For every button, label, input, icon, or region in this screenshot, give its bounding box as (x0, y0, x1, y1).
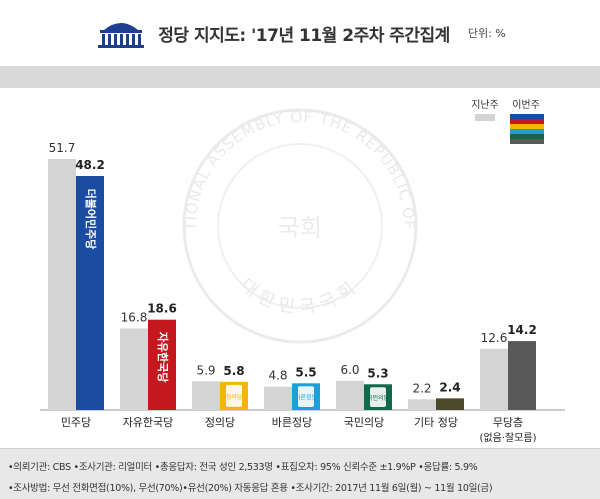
legend-current-label: 이번주 (512, 99, 540, 111)
legend-swatch-none (510, 139, 544, 144)
data-label-previous-3: 4.8 (268, 369, 287, 383)
party-logo-3: 바른정당 (295, 394, 318, 402)
data-label-current-0: 48.2 (75, 158, 105, 172)
bar-current-1 (148, 319, 176, 410)
bar-current-0 (76, 176, 104, 410)
national-assembly-logo-icon (98, 23, 145, 48)
party-logo-2: 정의당 (226, 393, 243, 401)
bar-previous-2 (192, 381, 220, 410)
legend-swatch-bareun (510, 129, 544, 134)
legend: 지난주 이번주 (471, 99, 544, 144)
legend-swatch-liberty (510, 119, 544, 124)
watermark-inner-text: 대한민국국회 (236, 274, 364, 318)
footer: •의뢰기관: CBS •조사기관: 리얼미터 •총응답자: 전국 성인 2,53… (0, 448, 600, 499)
category-label-3: 바른정당 (272, 416, 312, 429)
party-logo-box-3 (298, 386, 314, 407)
footer-survey-info: •의뢰기관: CBS •조사기관: 리얼미터 •총응답자: 전국 성인 2,53… (8, 462, 478, 473)
category-label-4: 국민의당 (344, 416, 384, 429)
data-label-previous-1: 16.8 (121, 310, 148, 324)
party-logo-1: 자유한국당 (156, 332, 170, 383)
legend-previous-swatch (475, 114, 495, 121)
legend-previous-label: 지난주 (471, 99, 499, 111)
watermark-center-text: 국회 (278, 214, 322, 242)
legend-current-swatch (510, 114, 544, 144)
data-label-current-1: 18.6 (147, 302, 177, 316)
bar-current-6 (508, 341, 536, 410)
party-logo-0: 더불어민주당 (84, 189, 98, 250)
header-inner: 정당 지지도: '17년 11월 2주차 주간집계 단위: % (94, 16, 506, 50)
category-sublabel-6: (없음·잘모름) (480, 431, 537, 444)
data-label-previous-2: 5.9 (196, 363, 215, 377)
party-logo-box-4 (370, 387, 386, 407)
data-label-previous-5: 2.2 (412, 381, 431, 395)
category-label-1: 자유한국당 (123, 416, 174, 429)
data-label-previous-6: 12.6 (481, 331, 508, 345)
bar-previous-4 (336, 380, 364, 410)
party-support-chart: THE NATIONAL ASSEMBLY OF THE REPUBLIC OF… (0, 88, 565, 444)
watermark-inner-ring (217, 143, 383, 309)
data-label-current-3: 5.5 (295, 365, 316, 379)
category-label-5: 기타 정당 (414, 416, 458, 429)
header-band (0, 66, 600, 88)
bar-previous-5 (408, 399, 436, 410)
bar-current-5 (436, 398, 464, 410)
bar-previous-1 (120, 328, 148, 410)
header: 정당 지지도: '17년 11월 2주차 주간집계 단위: % (0, 0, 600, 66)
chart-area: THE NATIONAL ASSEMBLY OF THE REPUBLIC OF… (0, 88, 600, 448)
bar-previous-0 (48, 159, 76, 410)
data-label-current-6: 14.2 (507, 323, 537, 337)
data-label-previous-4: 6.0 (340, 363, 359, 377)
category-label-0: 민주당 (61, 416, 91, 429)
data-label-previous-0: 51.7 (49, 141, 76, 155)
bar-group: 더불어민주당51.748.2민주당자유한국당16.818.6자유한국당정의당5.… (48, 141, 537, 444)
party-logo-4: 국민의당 (367, 394, 390, 402)
bar-previous-6 (480, 348, 508, 410)
unit-label: 단위: % (467, 27, 506, 40)
page-title: 정당 지지도: '17년 11월 2주차 주간집계 (158, 25, 450, 46)
legend-swatch-minjoo (510, 114, 544, 119)
data-label-current-2: 5.8 (223, 364, 244, 378)
data-label-current-4: 5.3 (367, 366, 388, 380)
watermark-outer-ring (182, 108, 418, 344)
legend-swatch-justice (510, 124, 544, 129)
legend-swatch-peoples (510, 134, 544, 139)
category-label-2: 정의당 (205, 416, 235, 429)
party-logo-box-2 (226, 384, 242, 407)
footer-survey-method: •조사방법: 무선 전화면접(10%), 무선(70%)•유선(20%) 자동응… (8, 483, 493, 494)
bar-previous-3 (264, 386, 292, 410)
data-label-current-5: 2.4 (439, 380, 460, 394)
category-label-6: 무당층 (493, 416, 523, 429)
